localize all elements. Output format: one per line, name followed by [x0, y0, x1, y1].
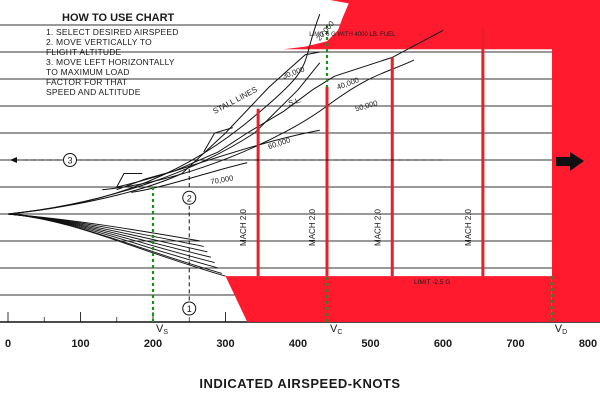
load-envelope [225, 0, 600, 322]
altitude-label: 40,000 [335, 75, 360, 91]
speed-marker-label: VS [156, 323, 168, 336]
step-number: 1 [187, 304, 192, 314]
negative-stall-line [7, 213, 226, 277]
negative-stall-line [7, 213, 204, 247]
x-tick-label: 600 [434, 338, 452, 350]
altitude-label: 30,000 [281, 65, 306, 81]
step-circle [182, 301, 197, 316]
instruction-line: 2. MOVE VERTICALLY TO [46, 37, 152, 47]
mach-label: MACH 2.0 [308, 209, 317, 246]
altitude-label: S.L. [287, 95, 302, 108]
mach-label: MACH 2.0 [373, 209, 382, 246]
x-tick-label: 400 [289, 338, 307, 350]
mach-label: MACH 2.0 [239, 209, 248, 246]
altitude-label: 50,000 [354, 98, 379, 113]
arrowhead-icon [10, 157, 17, 163]
mach-lines: MACH 2.0 MACH 2.0 MACH 2.0 MACH 2.0 [239, 27, 485, 277]
x-axis-label: INDICATED AIRSPEED-KNOTS [199, 376, 401, 391]
upper-limit-label: LIMIT 6 G WITH 4000 LB. FUEL [309, 32, 396, 38]
speed-marker-label: VD [555, 323, 567, 336]
altitude-line [7, 51, 320, 215]
step-circle [63, 153, 77, 167]
lower-limit-label: LIMIT -2.5 G [414, 279, 450, 286]
altitude-line-40000 [116, 29, 444, 191]
altitude-label: 70,000 [210, 173, 234, 186]
instruction-line: FLIGHT ALTITUDE [46, 47, 122, 57]
step-number: 2 [187, 193, 192, 203]
instruction-line: FACTOR FOR THAT [46, 77, 128, 87]
x-tick-label: 100 [71, 338, 89, 350]
instructions-title: HOW TO USE CHART [62, 12, 175, 24]
stall-jag [116, 173, 143, 188]
stall-lines-label: STALL LINES [211, 85, 258, 116]
upper-limit-region [283, 0, 600, 322]
x-tick-label: 0 [5, 338, 11, 350]
instruction-line: TO MAXIMUM LOAD [46, 67, 130, 77]
mach-label: MACH 2.0 [464, 209, 473, 246]
speed-marker-label: VC [330, 323, 342, 336]
step-number: 3 [67, 156, 72, 166]
x-tick-label: 200 [144, 338, 162, 350]
altitude-label: 60,000 [267, 135, 292, 151]
stall-jag [203, 127, 233, 153]
instruction-line: 1. SELECT DESIRED AIRSPEED [46, 27, 179, 37]
x-ticks: 0 100 200 300 400 500 600 700 800 [5, 338, 597, 350]
arrow-icon [556, 152, 584, 171]
x-tick-label: 500 [361, 338, 379, 350]
step-circle [182, 190, 197, 205]
instruction-line: SPEED AND ALTITUDE [46, 87, 141, 97]
instruction-line: 3. MOVE LEFT HORIZONTALLY [46, 57, 175, 67]
x-tick-label: 700 [506, 338, 524, 350]
altitude-line-50000 [102, 59, 415, 191]
curves [7, 14, 444, 277]
x-tick-label: 800 [579, 338, 597, 350]
x-tick-label: 300 [216, 338, 234, 350]
lower-limit-region [225, 276, 552, 322]
